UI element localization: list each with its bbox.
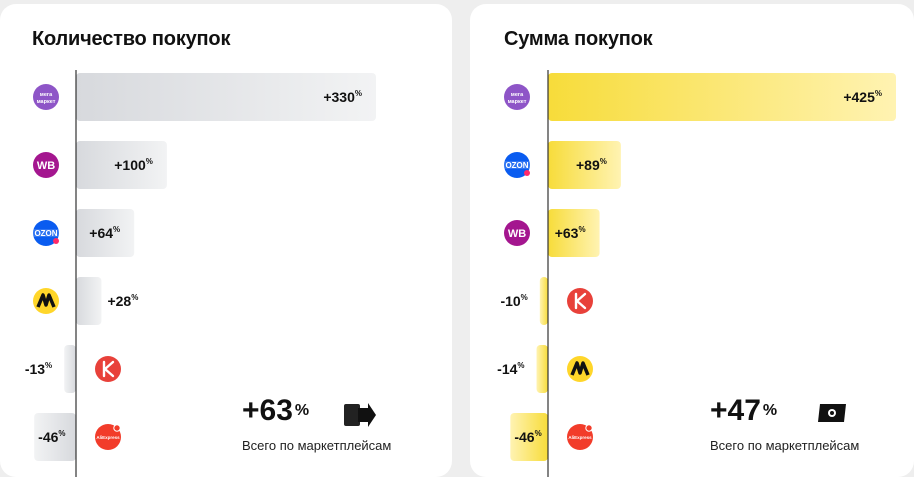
chart-title-sum: Сумма покупок (504, 28, 653, 50)
logo-купер (95, 356, 121, 382)
bar-2 (548, 209, 600, 257)
bar-0 (76, 73, 376, 121)
bar-label: -46% (38, 429, 65, 445)
svg-text:маркет: маркет (37, 99, 56, 105)
svg-text:маркет: маркет (508, 99, 527, 105)
bar-label: -13% (25, 361, 52, 377)
logo-aliexpress: AliExpress (567, 424, 593, 450)
summary-count: +63% Всего по маркетплейсам (242, 394, 392, 454)
bar-4 (536, 345, 548, 393)
bag-arrow-icon (344, 403, 376, 427)
bar-3 (76, 277, 102, 325)
bar-1 (76, 141, 167, 189)
bar-label: +64% (89, 225, 120, 241)
logo-яндекс-маркет (567, 356, 593, 382)
logo-ozon: OZON (504, 152, 530, 178)
summary-caption: Всего по маркетплейсам (710, 438, 860, 453)
bar-label: +330% (323, 89, 362, 105)
bar-3 (539, 277, 548, 325)
svg-text:AliExpress: AliExpress (96, 435, 120, 440)
bar-4 (64, 345, 76, 393)
bar-label: +63% (555, 225, 586, 241)
bar-label: -14% (497, 361, 524, 377)
logo-aliexpress: AliExpress (95, 424, 121, 450)
bar-0 (548, 73, 896, 121)
bar-1 (548, 141, 621, 189)
logo-wb: WB (504, 220, 530, 246)
summary-value: +63 (242, 394, 293, 427)
bar-label: +89% (576, 157, 607, 173)
logo-купер (567, 288, 593, 314)
svg-text:мега: мега (511, 92, 524, 98)
bar-5 (510, 413, 548, 461)
bar-label: -46% (514, 429, 541, 445)
svg-text:AliExpress: AliExpress (568, 435, 592, 440)
panel-purchase-count: Количество покупок +330% мега маркет +100% W… (0, 4, 452, 477)
svg-text:WB: WB (508, 228, 526, 240)
bar-5 (34, 413, 76, 461)
svg-text:OZON: OZON (505, 161, 528, 170)
logo-ozon: OZON (33, 220, 59, 246)
wallet-icon (818, 404, 846, 422)
bar-label: +28% (107, 293, 138, 309)
panel-purchase-sum: Сумма покупок +425% мега маркет +89% OZON +63… (470, 4, 914, 477)
summary-value: +47 (710, 394, 761, 427)
logo-wb: WB (33, 152, 59, 178)
svg-text:OZON: OZON (34, 229, 57, 238)
bar-label: +425% (843, 89, 882, 105)
svg-text:WB: WB (37, 160, 55, 172)
summary-sum: +47% Всего по маркетплейсам (710, 394, 860, 454)
bar-label: +100% (114, 157, 153, 173)
svg-text:мега: мега (40, 92, 53, 98)
summary-unit: % (762, 402, 778, 419)
summary-unit: % (294, 402, 310, 419)
summary-caption: Всего по маркетплейсам (242, 438, 392, 453)
bar-label: -10% (500, 293, 527, 309)
logo-яндекс-маркет (33, 288, 59, 314)
chart-title-count: Количество покупок (32, 28, 231, 50)
bar-2 (76, 209, 135, 257)
